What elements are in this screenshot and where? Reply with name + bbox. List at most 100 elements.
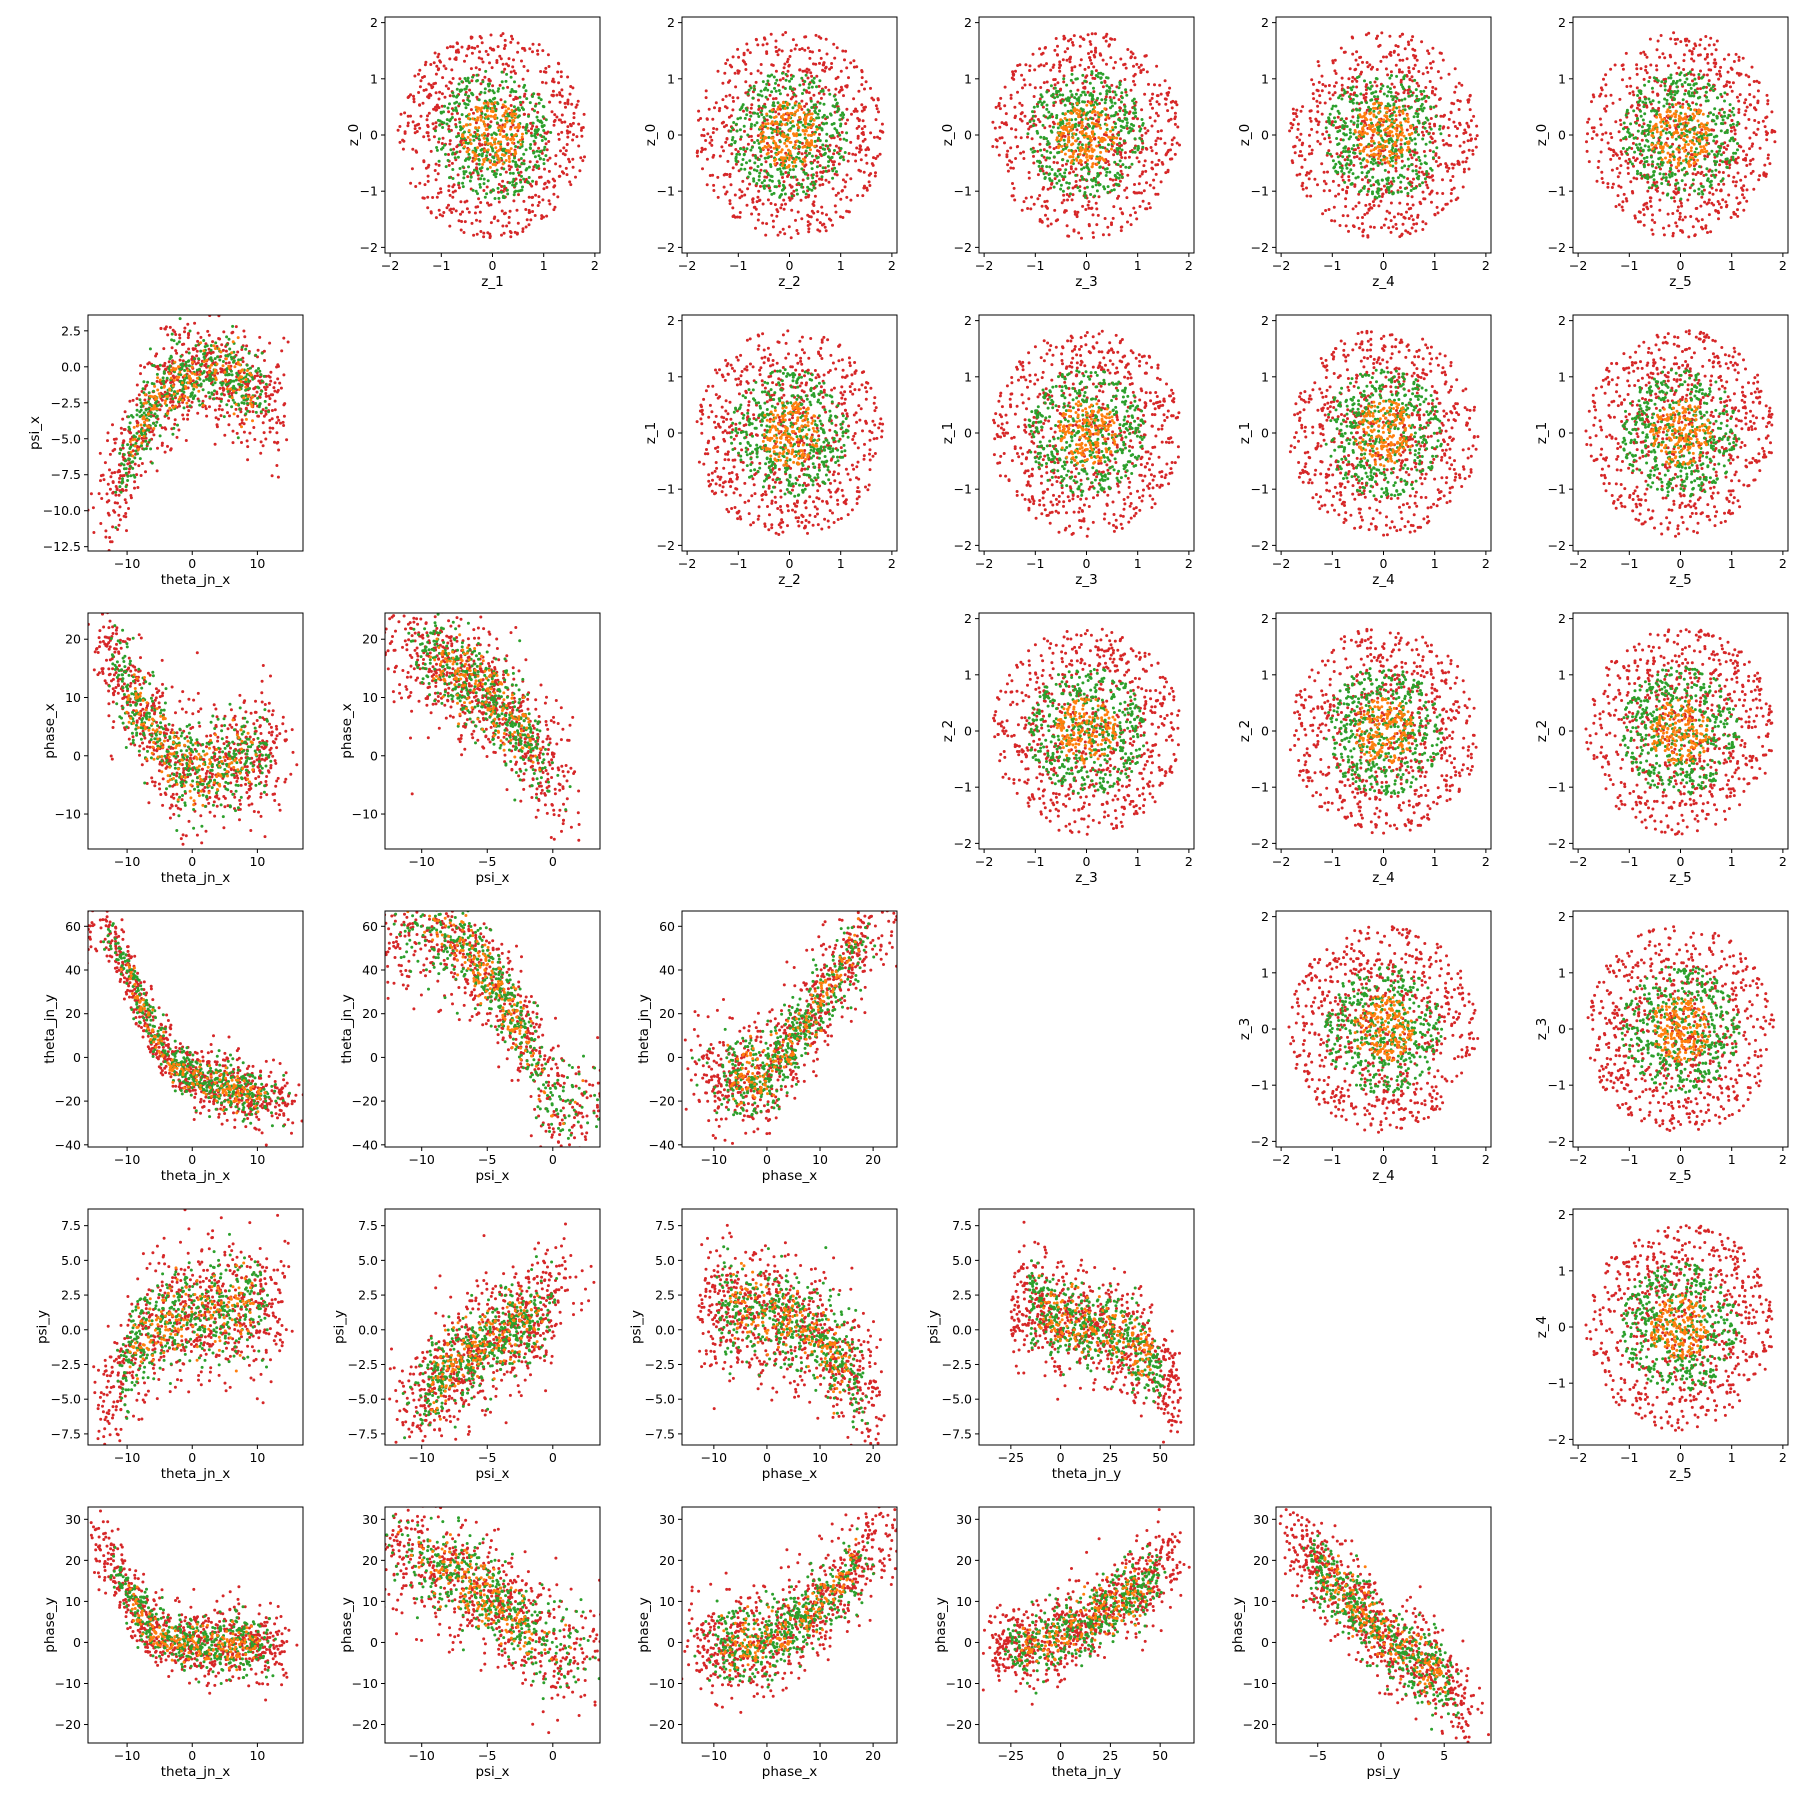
- data-point: [746, 175, 750, 179]
- data-point: [759, 132, 763, 136]
- data-point: [1322, 189, 1326, 193]
- data-point: [792, 189, 796, 193]
- data-point: [539, 70, 543, 73]
- data-point: [1071, 193, 1075, 197]
- data-point: [1062, 131, 1066, 135]
- data-point: [735, 122, 738, 126]
- data-point: [758, 93, 761, 97]
- data-point: [774, 115, 778, 119]
- data-point: [1128, 110, 1132, 114]
- data-point: [1364, 92, 1368, 96]
- data-point: [426, 174, 430, 178]
- data-point: [1410, 156, 1414, 160]
- data-point: [808, 56, 812, 60]
- data-point: [757, 212, 761, 216]
- data-point: [433, 169, 437, 172]
- data-point: [486, 148, 490, 152]
- data-point: [1295, 108, 1299, 112]
- data-point: [1045, 165, 1049, 169]
- data-point: [738, 211, 742, 214]
- data-point: [457, 82, 461, 86]
- data-point: [731, 55, 735, 59]
- data-point: [809, 96, 813, 100]
- x-tick-label: 0: [489, 258, 497, 273]
- data-point: [1085, 103, 1089, 107]
- data-point: [1320, 74, 1324, 78]
- data-point: [1123, 62, 1127, 66]
- data-point: [1122, 126, 1126, 130]
- data-point: [1135, 217, 1139, 221]
- data-point: [1387, 226, 1391, 230]
- data-point: [788, 168, 792, 172]
- data-point: [495, 101, 499, 105]
- data-point: [538, 157, 542, 161]
- data-point: [1359, 161, 1363, 165]
- data-point: [815, 116, 819, 120]
- data-point: [843, 58, 846, 62]
- data-point: [1062, 124, 1066, 128]
- data-point: [489, 221, 493, 225]
- data-point: [759, 140, 763, 144]
- data-point: [730, 126, 734, 130]
- data-point: [1064, 162, 1068, 166]
- data-point: [1159, 180, 1163, 184]
- data-point: [778, 140, 782, 144]
- data-point: [481, 152, 484, 156]
- data-point: [1020, 103, 1024, 107]
- data-point: [514, 145, 518, 148]
- data-point: [1051, 115, 1054, 119]
- data-point: [1464, 160, 1468, 164]
- data-point: [524, 89, 528, 93]
- data-point: [1351, 85, 1355, 89]
- data-point: [1399, 142, 1403, 146]
- data-point: [1014, 128, 1018, 132]
- data-point: [1084, 149, 1088, 153]
- data-point: [807, 141, 811, 145]
- data-point: [1400, 166, 1404, 170]
- data-point: [805, 102, 808, 106]
- data-point: [513, 156, 516, 160]
- data-point: [1304, 173, 1308, 177]
- data-point: [1348, 128, 1352, 132]
- data-point: [786, 69, 790, 73]
- y-tick-label: 1: [667, 71, 675, 86]
- data-point: [770, 179, 774, 183]
- data-point: [478, 183, 482, 186]
- data-point: [1356, 63, 1360, 67]
- data-point: [759, 89, 763, 93]
- data-point: [1150, 96, 1154, 100]
- data-point: [864, 80, 868, 84]
- data-point: [783, 141, 787, 145]
- data-point: [1058, 93, 1062, 97]
- data-point: [1345, 189, 1348, 193]
- data-point: [734, 148, 738, 151]
- data-point: [1063, 171, 1067, 175]
- data-point: [461, 99, 465, 103]
- data-point: [499, 140, 503, 144]
- data-point: [489, 114, 493, 118]
- data-point: [1367, 142, 1371, 146]
- data-point: [1354, 204, 1358, 208]
- data-point: [525, 218, 529, 222]
- data-point: [527, 129, 530, 133]
- data-point: [1155, 94, 1159, 98]
- data-point: [797, 156, 801, 160]
- data-point: [528, 101, 532, 105]
- data-point: [783, 156, 787, 160]
- data-point: [799, 198, 803, 202]
- data-point: [1416, 112, 1420, 116]
- data-point: [1297, 154, 1301, 158]
- data-point: [873, 174, 877, 178]
- data-point: [1406, 40, 1410, 44]
- data-point: [1101, 72, 1105, 76]
- data-point: [1133, 137, 1137, 141]
- data-point: [1425, 129, 1429, 133]
- data-point: [563, 153, 567, 157]
- data-point: [731, 166, 735, 170]
- y-tick-label: −1: [954, 184, 972, 199]
- data-point: [468, 88, 472, 92]
- data-point: [1125, 127, 1129, 130]
- data-point: [1038, 97, 1042, 101]
- data-point: [1346, 158, 1350, 162]
- data-point: [793, 175, 797, 179]
